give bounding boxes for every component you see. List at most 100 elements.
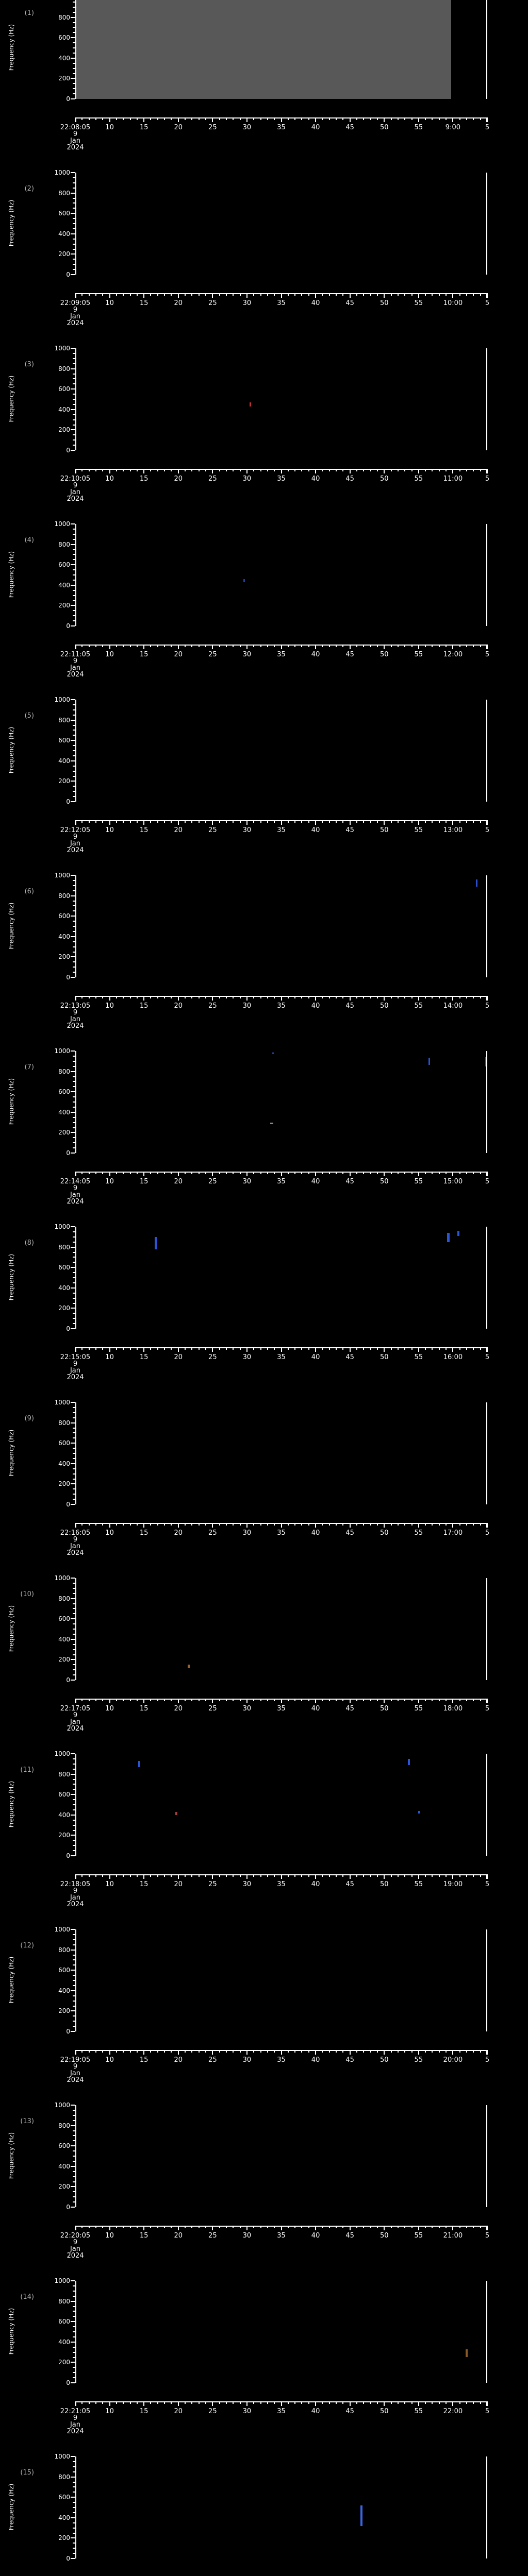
time-major-tick xyxy=(384,1347,385,1352)
time-axis-endcap xyxy=(75,469,76,473)
time-axis-tick-label: 45 xyxy=(345,651,354,658)
y-axis-major-tick xyxy=(71,719,75,721)
spectrogram-plot-area[interactable] xyxy=(75,0,487,99)
time-minor-tick xyxy=(308,1172,309,1174)
spectrogram-plot-area[interactable] xyxy=(75,173,487,275)
time-minor-tick xyxy=(205,820,207,823)
time-minor-tick xyxy=(150,1699,152,1701)
time-minor-tick xyxy=(328,1874,330,1877)
time-axis-end-label: 5 xyxy=(485,651,490,658)
y-axis-minor-tick xyxy=(73,1623,75,1625)
spectrogram-plot-area[interactable] xyxy=(75,1578,487,1680)
spectrogram-plot-area[interactable] xyxy=(75,1402,487,1504)
y-axis-major-tick xyxy=(71,564,75,566)
time-minor-tick xyxy=(322,1523,323,1526)
time-minor-tick xyxy=(342,1347,344,1350)
time-minor-tick xyxy=(136,2050,138,2053)
time-axis: 22:18:05 10 15 20 25 30 35 40 45 50 55 19:00 5 9 Jan 20… xyxy=(60,1874,489,1908)
y-axis-minor-tick xyxy=(73,796,75,798)
y-axis-tick-label: 600 xyxy=(58,1088,70,1096)
time-minor-tick xyxy=(81,2050,83,2053)
spectrogram-plot-area[interactable] xyxy=(75,2456,487,2558)
spectrogram-plot-area[interactable] xyxy=(75,2281,487,2383)
time-minor-tick xyxy=(363,645,365,647)
time-axis: 22:20:05 10 15 20 25 30 35 40 45 50 55 21:00 5 9 Jan 20… xyxy=(60,2226,489,2259)
time-minor-tick xyxy=(102,2050,104,2053)
spectrogram-plot-area[interactable] xyxy=(75,1051,487,1153)
axis-date-stamp: 9 Jan 2024 xyxy=(67,2415,84,2435)
axis-date-line: 2024 xyxy=(67,144,84,151)
y-axis-minor-tick xyxy=(73,1995,75,1996)
time-minor-tick xyxy=(363,2050,365,2053)
spectrogram-plot-area[interactable] xyxy=(75,348,487,450)
y-axis-tick-label: 0 xyxy=(66,95,70,103)
spectral-detection xyxy=(270,1122,273,1125)
time-major-tick xyxy=(315,1523,317,1528)
time-minor-tick xyxy=(328,1172,330,1174)
time-minor-tick xyxy=(301,117,303,120)
y-axis-major-tick xyxy=(71,2186,75,2188)
time-minor-tick xyxy=(129,1172,131,1174)
time-minor-tick xyxy=(267,996,268,998)
axis-date-line: Jan xyxy=(70,1191,81,1199)
time-major-tick xyxy=(75,1172,76,1176)
time-minor-tick xyxy=(253,996,255,998)
y-axis-major-tick xyxy=(71,544,75,545)
time-minor-tick xyxy=(123,293,124,296)
time-minor-tick xyxy=(404,2401,406,2404)
y-axis-title: Frequency (Hz) xyxy=(8,1253,15,1301)
time-minor-tick xyxy=(157,820,158,823)
time-minor-tick xyxy=(239,117,241,120)
time-minor-tick xyxy=(322,1172,323,1174)
time-minor-tick xyxy=(356,293,357,296)
time-minor-tick xyxy=(198,293,200,296)
y-axis-minor-tick xyxy=(73,724,75,726)
time-axis-tick-label: 25 xyxy=(208,299,217,307)
time-major-tick xyxy=(109,469,110,473)
y-axis-minor-tick xyxy=(73,1292,75,1294)
time-axis-tick-label: 15 xyxy=(139,1705,148,1713)
time-minor-tick xyxy=(150,2050,152,2053)
spectrogram-plot-area[interactable] xyxy=(75,1227,487,1329)
y-axis-minor-tick xyxy=(73,83,75,84)
time-minor-tick xyxy=(308,2401,309,2404)
time-minor-tick xyxy=(95,1347,96,1350)
time-minor-tick xyxy=(459,1874,460,1877)
time-minor-tick xyxy=(239,2401,241,2404)
spectrogram-plot-area[interactable] xyxy=(75,2105,487,2207)
axis-date-stamp: 9 Jan 2024 xyxy=(67,2239,84,2259)
time-minor-tick xyxy=(164,1699,166,1701)
time-minor-tick xyxy=(404,645,406,647)
time-minor-tick xyxy=(404,1523,406,1526)
spectrogram-plot-area[interactable] xyxy=(75,875,487,977)
time-minor-tick xyxy=(390,1347,392,1350)
time-axis-tick-label: 10 xyxy=(105,1353,114,1361)
time-major-tick xyxy=(109,1699,110,1703)
time-minor-tick xyxy=(81,117,83,120)
time-major-tick xyxy=(280,2401,282,2406)
spectrogram-plot-area[interactable] xyxy=(75,1754,487,1856)
spectrogram-plot-area[interactable] xyxy=(75,700,487,802)
y-axis-minor-tick xyxy=(73,1799,75,1801)
y-axis-major-tick xyxy=(71,2300,75,2302)
time-minor-tick xyxy=(480,996,481,998)
axis-date-line: 2024 xyxy=(67,1549,84,1557)
time-axis-tick-label: 20 xyxy=(174,1705,183,1713)
time-minor-tick xyxy=(473,2226,474,2228)
time-minor-tick xyxy=(95,2226,96,2228)
y-axis-minor-tick xyxy=(73,615,75,617)
spectrogram-plot-area[interactable] xyxy=(75,524,487,626)
spectrogram-plot-area[interactable] xyxy=(75,1929,487,2031)
time-minor-tick xyxy=(239,1523,241,1526)
time-axis-tick-label: 25 xyxy=(208,475,217,483)
time-minor-tick xyxy=(164,1172,166,1174)
axis-date-stamp: 9 Jan 2024 xyxy=(67,307,84,327)
time-minor-tick xyxy=(116,820,117,823)
time-axis-endcap xyxy=(75,1874,76,1879)
time-minor-tick xyxy=(123,1699,124,1701)
time-axis-tick-label: 35 xyxy=(277,475,286,483)
